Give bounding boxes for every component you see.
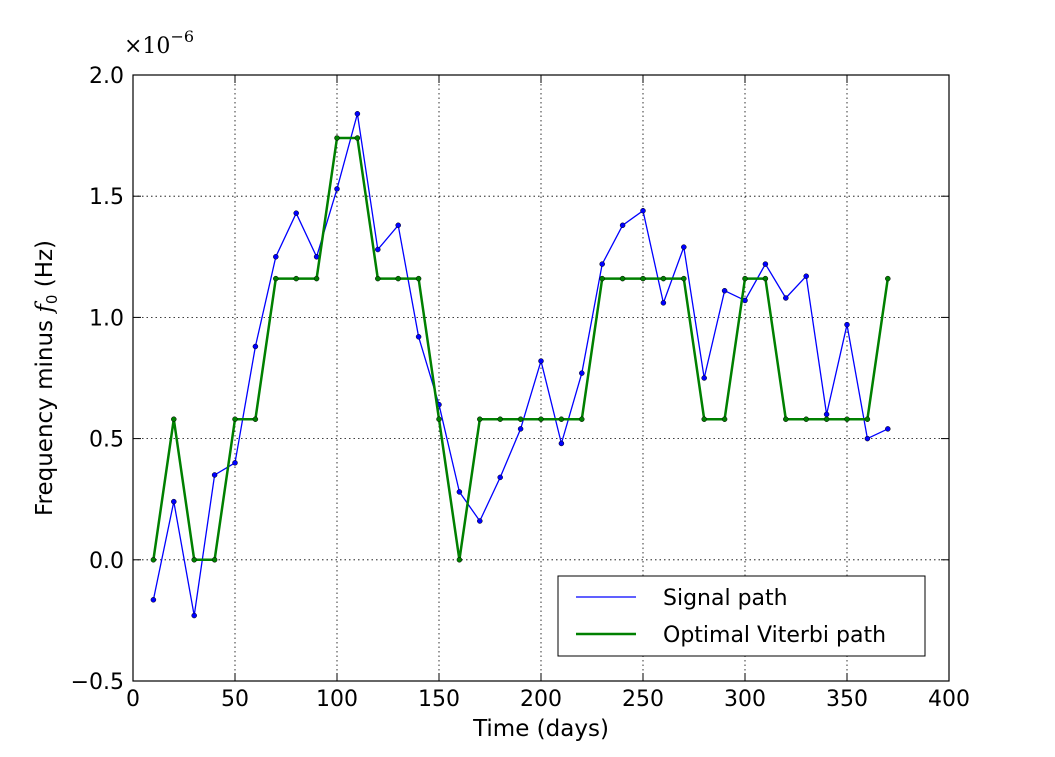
y-tick-label: 0.0 — [89, 549, 124, 574]
x-tick-label: 400 — [928, 687, 970, 712]
data-point-signal-path — [599, 261, 605, 267]
legend-label-signal-path: Signal path — [663, 586, 788, 611]
data-point-signal-path — [783, 295, 789, 301]
data-point-optimal-viterbi-path — [864, 416, 871, 422]
data-point-signal-path — [823, 411, 830, 418]
y-tick-label: 2.0 — [89, 64, 124, 89]
y-tick-label: 0.5 — [89, 428, 124, 453]
series-layer — [150, 111, 891, 619]
data-point-signal-path — [456, 489, 463, 495]
data-point-signal-path — [354, 111, 361, 117]
y-multiplier: ×10−6 — [124, 27, 194, 59]
data-point-signal-path — [477, 518, 483, 524]
data-point-signal-path — [803, 273, 809, 279]
data-point-signal-path — [232, 460, 238, 466]
data-point-signal-path — [293, 210, 299, 216]
data-point-signal-path — [497, 474, 503, 481]
data-point-optimal-viterbi-path — [313, 275, 320, 282]
data-point-optimal-viterbi-path — [538, 416, 544, 422]
data-point-signal-path — [150, 597, 157, 603]
data-point-signal-path — [885, 426, 891, 432]
data-point-optimal-viterbi-path — [558, 416, 565, 422]
data-point-optimal-viterbi-path — [742, 275, 748, 282]
tick-labels: 0 50 100 150 200 250 300 350 400 −0.5 0.0 0.5 1.0 1.5… — [71, 64, 970, 712]
data-point-signal-path — [701, 375, 707, 381]
data-point-optimal-viterbi-path — [150, 557, 157, 563]
x-tick-label: 250 — [622, 687, 664, 712]
data-point-optimal-viterbi-path — [599, 275, 605, 282]
legend: Signal path Optimal Viterbi path — [557, 575, 926, 657]
data-point-signal-path — [579, 370, 585, 376]
data-point-optimal-viterbi-path — [232, 416, 238, 422]
data-point-optimal-viterbi-path — [293, 275, 299, 282]
x-tick-label: 0 — [126, 687, 140, 712]
data-point-optimal-viterbi-path — [681, 275, 687, 282]
data-point-signal-path — [558, 440, 565, 447]
data-point-optimal-viterbi-path — [436, 416, 442, 422]
x-tick-label: 50 — [221, 687, 249, 712]
data-point-signal-path — [415, 334, 422, 340]
data-point-optimal-viterbi-path — [273, 275, 279, 282]
data-point-optimal-viterbi-path — [517, 416, 524, 422]
data-point-optimal-viterbi-path — [823, 416, 830, 422]
data-point-signal-path — [619, 222, 626, 229]
data-point-optimal-viterbi-path — [171, 416, 177, 422]
data-point-signal-path — [681, 244, 687, 250]
data-point-optimal-viterbi-path — [885, 275, 891, 282]
data-point-optimal-viterbi-path — [844, 416, 850, 422]
y-tick-label: 1.0 — [89, 306, 124, 331]
data-point-signal-path — [171, 498, 177, 505]
data-point-signal-path — [334, 186, 340, 192]
x-tick-label: 300 — [724, 687, 766, 712]
data-point-optimal-viterbi-path — [375, 275, 381, 282]
data-point-optimal-viterbi-path — [456, 557, 463, 563]
data-point-optimal-viterbi-path — [762, 275, 769, 282]
data-point-optimal-viterbi-path — [252, 416, 259, 422]
x-tick-label: 350 — [826, 687, 868, 712]
data-point-signal-path — [538, 358, 544, 364]
data-point-optimal-viterbi-path — [579, 416, 585, 422]
data-point-signal-path — [252, 343, 259, 350]
data-point-optimal-viterbi-path — [803, 416, 809, 422]
x-axis-label: Time (days) — [472, 716, 609, 742]
data-point-optimal-viterbi-path — [477, 416, 483, 422]
y-tick-label: 1.5 — [89, 185, 124, 210]
data-point-signal-path — [517, 426, 524, 432]
data-point-optimal-viterbi-path — [497, 416, 503, 422]
data-point-optimal-viterbi-path — [354, 135, 361, 141]
data-point-optimal-viterbi-path — [619, 275, 626, 282]
data-point-optimal-viterbi-path — [395, 275, 401, 282]
data-point-optimal-viterbi-path — [783, 416, 789, 422]
y-axis-label: Frequency minus f0 (Hz) — [32, 240, 61, 516]
data-point-optimal-viterbi-path — [334, 135, 340, 141]
data-point-optimal-viterbi-path — [191, 557, 197, 563]
legend-box — [557, 575, 926, 657]
data-point-signal-path — [273, 254, 279, 260]
ticks — [132, 74, 950, 682]
x-tick-label: 200 — [520, 687, 562, 712]
y-tick-label: −0.5 — [71, 670, 124, 695]
x-tick-label: 100 — [316, 687, 358, 712]
data-point-signal-path — [762, 261, 769, 267]
data-point-signal-path — [640, 207, 646, 214]
data-point-signal-path — [660, 300, 667, 306]
data-point-signal-path — [395, 222, 401, 229]
data-point-optimal-viterbi-path — [701, 416, 707, 422]
data-point-signal-path — [844, 321, 850, 328]
data-point-optimal-viterbi-path — [415, 275, 422, 282]
data-point-optimal-viterbi-path — [660, 275, 667, 282]
data-point-signal-path — [191, 612, 197, 619]
data-point-signal-path — [721, 287, 728, 294]
data-point-signal-path — [864, 435, 871, 442]
data-point-optimal-viterbi-path — [211, 557, 218, 563]
data-point-optimal-viterbi-path — [640, 275, 646, 282]
x-tick-label: 150 — [418, 687, 460, 712]
data-point-signal-path — [211, 472, 218, 478]
data-point-optimal-viterbi-path — [721, 416, 728, 422]
data-point-signal-path — [375, 246, 381, 253]
legend-label-viterbi-path: Optimal Viterbi path — [663, 623, 886, 648]
